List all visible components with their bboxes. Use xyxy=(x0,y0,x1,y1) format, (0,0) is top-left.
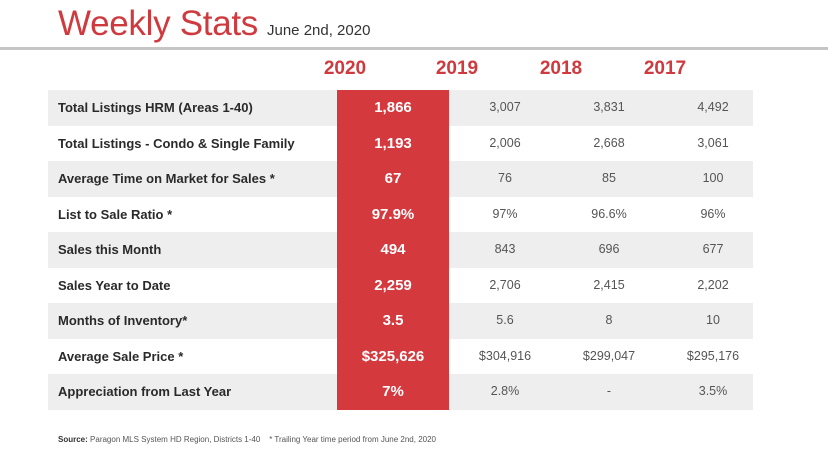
value-2017: 2,202 xyxy=(697,277,729,292)
value-2020: 67 xyxy=(337,161,449,197)
value-2018: - xyxy=(606,384,612,398)
value-2020: 7% xyxy=(337,374,449,410)
table-row: Total Listings HRM (Areas 1-40) 1,866 3,… xyxy=(48,90,753,126)
row-label: Appreciation from Last Year xyxy=(58,384,232,399)
value-2020: 2,259 xyxy=(337,267,449,303)
header-divider xyxy=(0,47,828,50)
table-row: List to Sale Ratio * 97.9% 97% 96.6% 96% xyxy=(48,196,753,232)
source-label: Source: xyxy=(58,435,88,444)
value-2018: 96.6% xyxy=(591,206,627,221)
value-2020: 3.5 xyxy=(337,303,449,339)
page-header: Weekly Stats June 2nd, 2020 xyxy=(58,4,370,44)
value-2018: 2,415 xyxy=(593,277,625,292)
value-2017: 3.5% xyxy=(698,384,728,398)
value-2017: 10 xyxy=(706,313,720,327)
value-2019: 2,006 xyxy=(489,135,521,150)
year-header-row: 2020 2019 2018 2017 xyxy=(0,58,828,88)
row-label: Sales Year to Date xyxy=(58,277,171,293)
table-row: Appreciation from Last Year 7% 2.8% - 3.… xyxy=(48,374,753,410)
value-2019: 97% xyxy=(492,206,518,221)
value-2018: 85 xyxy=(602,171,616,185)
stats-table: Total Listings HRM (Areas 1-40) 1,866 3,… xyxy=(48,90,753,410)
row-label: Total Listings HRM (Areas 1-40) xyxy=(58,100,253,115)
value-2017: 4,492 xyxy=(697,100,729,114)
year-2017-header: 2017 xyxy=(643,58,687,79)
value-2019: $304,916 xyxy=(478,348,532,363)
row-label: Average Time on Market for Sales * xyxy=(58,171,275,186)
value-2020: 1,193 xyxy=(337,125,449,161)
value-2018: 696 xyxy=(598,242,620,256)
value-2019: 843 xyxy=(494,242,516,256)
value-2019: 2,706 xyxy=(489,277,521,292)
row-label: List to Sale Ratio * xyxy=(58,206,173,222)
value-2019: 5.6 xyxy=(496,313,514,327)
row-label: Sales this Month xyxy=(58,242,162,257)
value-2017: 100 xyxy=(702,171,724,185)
value-2019: 76 xyxy=(498,171,512,185)
source-footnote: Source: Paragon MLS System HD Region, Di… xyxy=(58,435,436,444)
value-2020: 494 xyxy=(337,232,449,268)
value-2020: $325,626 xyxy=(337,338,449,374)
trailing-year-note: * Trailing Year time period from June 2n… xyxy=(269,435,436,444)
value-2019: 3,007 xyxy=(489,100,521,114)
value-2018: $299,047 xyxy=(582,348,636,363)
table-row: Sales this Month 494 843 696 677 xyxy=(48,232,753,268)
source-text: Paragon MLS System HD Region, Districts … xyxy=(90,435,261,444)
value-2020: 97.9% xyxy=(337,196,449,232)
value-2018: 2,668 xyxy=(593,135,625,150)
row-label: Average Sale Price * xyxy=(58,348,184,364)
table-row: Total Listings - Condo & Single Family 1… xyxy=(48,125,753,161)
page-title: Weekly Stats xyxy=(58,4,258,43)
value-2018: 3,831 xyxy=(593,100,625,114)
value-2019: 2.8% xyxy=(490,384,520,398)
value-2020: 1,866 xyxy=(337,90,449,126)
value-2017: $295,176 xyxy=(686,348,740,363)
page-date: June 2nd, 2020 xyxy=(267,22,371,39)
table-row: Months of Inventory* 3.5 5.6 8 10 xyxy=(48,303,753,339)
table-row: Average Time on Market for Sales * 67 76… xyxy=(48,161,753,197)
year-2018-header: 2018 xyxy=(539,58,583,79)
year-2020-header: 2020 xyxy=(323,58,367,79)
value-2017: 3,061 xyxy=(697,135,729,150)
value-2017: 677 xyxy=(702,242,724,256)
value-2017: 96% xyxy=(700,206,726,221)
year-2019-header: 2019 xyxy=(435,58,479,79)
table-row: Sales Year to Date 2,259 2,706 2,415 2,2… xyxy=(48,267,753,303)
table-row: Average Sale Price * $325,626 $304,916 $… xyxy=(48,338,753,374)
value-2018: 8 xyxy=(605,313,613,327)
row-label: Total Listings - Condo & Single Family xyxy=(58,135,295,151)
row-label: Months of Inventory* xyxy=(58,313,188,328)
